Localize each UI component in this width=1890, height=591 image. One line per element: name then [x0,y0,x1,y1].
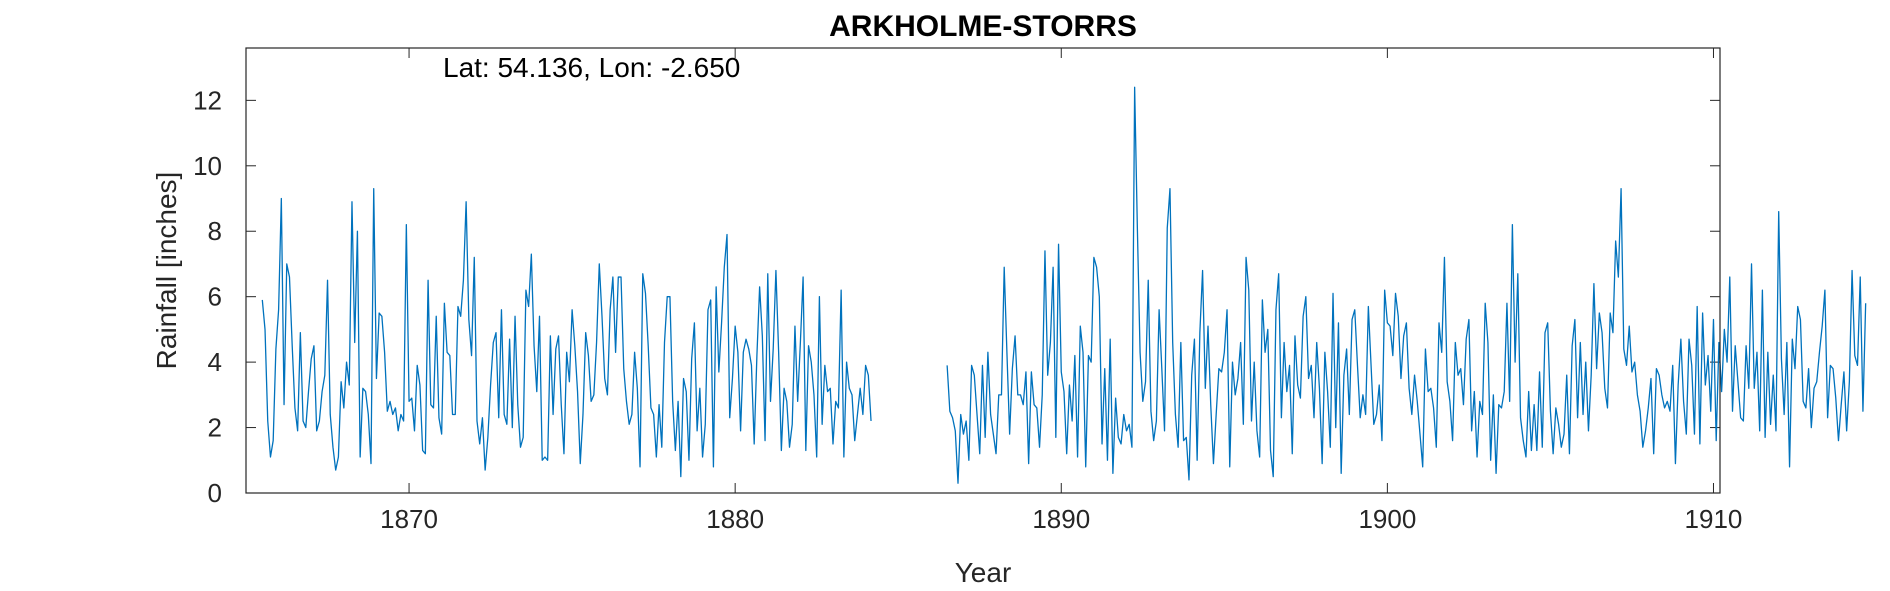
rainfall-series-line-2 [946,86,1867,484]
x-tick-label: 1910 [1685,504,1743,534]
x-tick-label: 1870 [380,504,438,534]
y-tick-label: 2 [208,413,222,443]
y-tick-label: 0 [208,478,222,508]
x-tick-label: 1900 [1358,504,1416,534]
axes-box [245,47,1721,494]
x-tick-label: 1890 [1032,504,1090,534]
x-tick-label: 1880 [706,504,764,534]
y-axis-label: Rainfall [inches] [151,172,182,370]
plot-area [246,48,1720,493]
x-axis-label: Year [955,557,1012,588]
chart-title: ARKHOLME-STORRS [829,10,1137,43]
y-tick-label: 4 [208,347,222,377]
y-tick-label: 8 [208,216,222,246]
y-tick-label: 6 [208,282,222,312]
location-annotation: Lat: 54.136, Lon: -2.650 [443,52,740,83]
y-tick-label: 10 [193,151,222,181]
data-lines [261,86,1867,484]
axes-frame [245,47,1721,494]
rainfall-series-line-1 [261,188,872,478]
y-tick-label: 12 [193,85,222,115]
axis-ticks: 1870 1880 1890 1900 1910 0 2 4 6 8 10 12 [193,48,1742,534]
